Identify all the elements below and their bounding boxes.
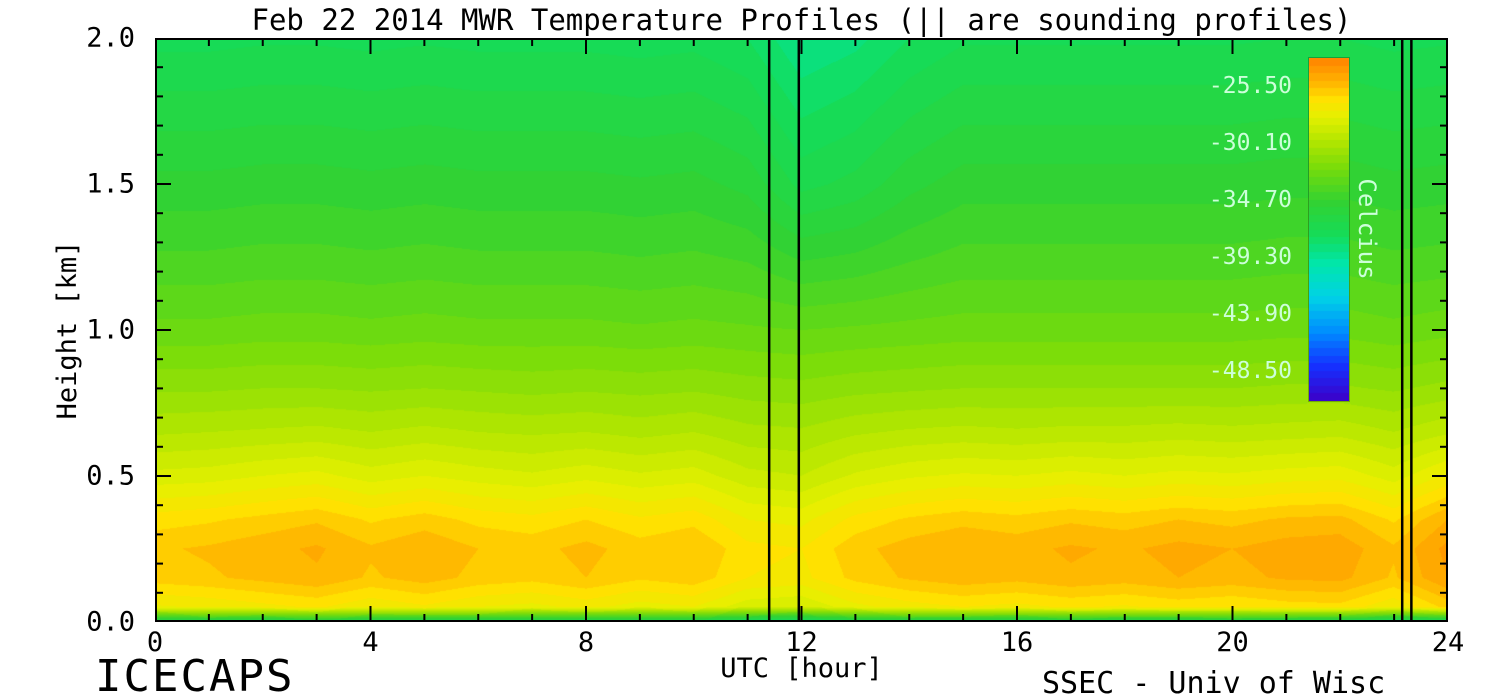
colorbar-tick-label: -43.90 bbox=[1208, 301, 1292, 328]
colorbar bbox=[1308, 57, 1350, 402]
x-tick-label: 20 bbox=[1216, 627, 1249, 658]
y-tick-label: 0.0 bbox=[86, 606, 135, 638]
x-tick-label: 8 bbox=[577, 627, 595, 658]
plot-overlay bbox=[155, 38, 1448, 622]
footer-left-text: ICECAPS bbox=[95, 651, 295, 700]
y-tick-labels: 0.0 0.5 1.0 1.5 2.0 bbox=[0, 23, 147, 638]
x-axis-label: UTC [hour] bbox=[720, 653, 883, 684]
footer-right-text: SSEC - Univ of Wisc bbox=[1042, 666, 1386, 700]
x-tick-label: 24 bbox=[1431, 627, 1465, 658]
x-tick-label: 12 bbox=[785, 627, 818, 658]
plot-frame bbox=[155, 38, 1448, 622]
x-tick-label: 16 bbox=[1000, 627, 1034, 658]
y-tick-label: 2.0 bbox=[86, 22, 135, 54]
x-tick-label: 0 bbox=[146, 627, 164, 658]
plot-area bbox=[155, 38, 1448, 622]
x-tick-label: 4 bbox=[362, 627, 379, 658]
colorbar-tick-labels: -25.50 -30.10 -34.70 -39.30 -43.90 -48.50 bbox=[1158, 57, 1300, 400]
y-tick-label: 1.5 bbox=[86, 168, 135, 200]
x-tick-labels: 0 4 8 12 16 20 24 bbox=[147, 627, 1464, 658]
colorbar-tick-label: -48.50 bbox=[1208, 358, 1292, 385]
colorbar-title: Celcius bbox=[1353, 178, 1381, 280]
heatmap-canvas bbox=[155, 38, 1448, 622]
colorbar-gradient bbox=[1308, 57, 1350, 402]
y-tick-label: 1.0 bbox=[86, 314, 135, 346]
colorbar-tick-label: -34.70 bbox=[1208, 186, 1292, 213]
y-tick-label: 0.5 bbox=[86, 460, 135, 492]
chart-title: Feb 22 2014 MWR Temperature Profiles (||… bbox=[251, 3, 1352, 37]
colorbar-tick-label: -39.30 bbox=[1208, 244, 1292, 271]
colorbar-tick-label: -25.50 bbox=[1208, 72, 1292, 99]
colorbar-tick-label: -30.10 bbox=[1208, 129, 1292, 156]
